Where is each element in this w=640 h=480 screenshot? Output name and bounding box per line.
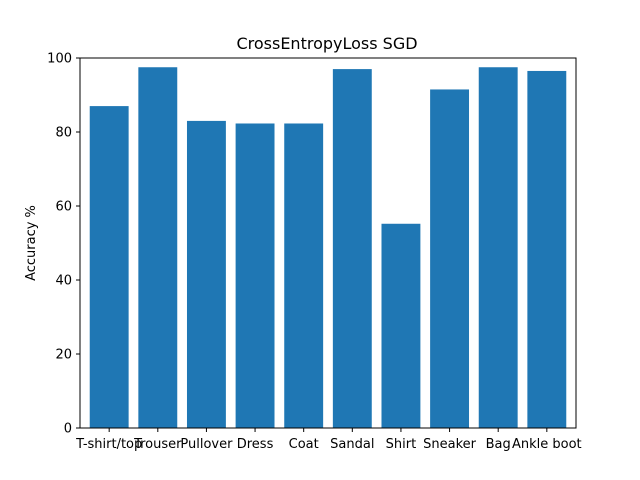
plot-frame bbox=[79, 57, 577, 429]
bar-pullover bbox=[186, 120, 226, 429]
bar-coat bbox=[284, 123, 324, 429]
x-tick-label: Coat bbox=[289, 437, 319, 452]
bar-t-shirt-top bbox=[89, 106, 129, 428]
bar-trouser bbox=[138, 67, 178, 428]
y-axis-label: Accuracy % bbox=[24, 205, 39, 281]
x-tick-label: Shirt bbox=[386, 437, 417, 452]
bar-dress bbox=[235, 123, 275, 429]
x-tick-label: Sneaker bbox=[423, 437, 477, 452]
x-tick-label: Trouser bbox=[133, 437, 182, 452]
y-tick-label: 80 bbox=[55, 126, 72, 141]
y-tick-label: 20 bbox=[55, 348, 72, 363]
x-tick-label: Sandal bbox=[330, 437, 374, 452]
bars-group bbox=[89, 67, 567, 429]
x-tick-label: Dress bbox=[237, 437, 274, 452]
y-tick-label: 40 bbox=[55, 274, 72, 289]
y-tick-label: 60 bbox=[55, 200, 72, 215]
bar-sneaker bbox=[430, 89, 470, 428]
bar-ankle-boot bbox=[527, 70, 567, 428]
bar-shirt bbox=[381, 223, 421, 428]
x-tick-label: Ankle boot bbox=[512, 437, 582, 452]
chart-title: CrossEntropyLoss SGD bbox=[236, 34, 417, 53]
x-tick-label: Bag bbox=[486, 437, 511, 452]
bar-sandal bbox=[332, 69, 372, 428]
y-axis-ticks: 0 20 40 60 80 100 bbox=[47, 52, 80, 437]
x-tick-label: Pullover bbox=[180, 437, 233, 452]
bar-bag bbox=[478, 67, 518, 428]
y-tick-label: 0 bbox=[64, 422, 72, 437]
y-tick-label: 100 bbox=[47, 52, 72, 67]
x-tick-label: T-shirt/top bbox=[75, 437, 142, 452]
